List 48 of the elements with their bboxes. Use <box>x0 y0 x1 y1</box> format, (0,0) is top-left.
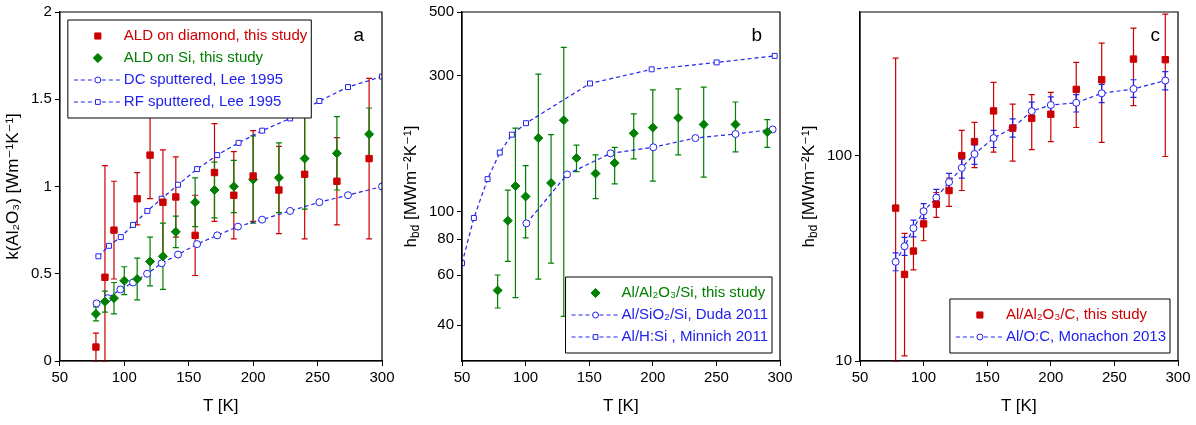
x-tick-label: 200 <box>640 368 666 386</box>
x-tick-label: 250 <box>1101 368 1127 386</box>
annotation: a <box>353 24 365 46</box>
legend-label: ALD on Si, this study <box>123 48 264 66</box>
x-tick-label: 50 <box>453 368 471 386</box>
x-tick-label: 150 <box>176 368 202 386</box>
y-tick-label: 2 <box>43 2 52 20</box>
y-tick-label: 40 <box>437 315 455 333</box>
x-tick-label: 200 <box>240 368 266 386</box>
y-tick-label: 80 <box>437 229 455 247</box>
x-tick-label: 200 <box>1038 368 1064 386</box>
x-tick-label: 100 <box>111 368 137 386</box>
x-axis-title: T [K] <box>603 395 639 415</box>
x-tick-label: 300 <box>1165 368 1191 386</box>
y-tick-label: 0.5 <box>30 263 52 281</box>
x-tick-label: 250 <box>305 368 331 386</box>
x-tick-label: 100 <box>911 368 937 386</box>
legend-label: Al/SiO₂/Si, Duda 2011 <box>621 305 769 323</box>
x-tick-label: 250 <box>703 368 729 386</box>
y-tick-label: 60 <box>437 265 455 283</box>
y-tick-label: 1.5 <box>30 89 52 107</box>
x-axis-title: T [K] <box>202 395 239 415</box>
legend-label: Al/Al₂O₃/Si, this study <box>621 283 766 301</box>
x-tick-label: 100 <box>513 368 539 386</box>
x-tick-label: 300 <box>767 368 793 386</box>
legend-label: Al/Al₂O₃/C, this study <box>1005 305 1148 323</box>
y-axis-title: hbd [MWm⁻²K⁻¹] <box>400 125 423 248</box>
legend-label: DC sputtered, Lee 1995 <box>123 70 284 88</box>
legend-label: RF sputtered, Lee 1995 <box>123 92 282 110</box>
y-tick-label: 500 <box>429 2 455 20</box>
x-tick-label: 300 <box>369 368 395 386</box>
x-axis-title: T [K] <box>1001 395 1037 415</box>
annotation: c <box>1150 24 1160 46</box>
x-tick-label: 50 <box>51 368 69 386</box>
y-axis-title: hbd [MWm⁻²K⁻¹] <box>798 125 821 248</box>
x-tick-label: 50 <box>851 368 869 386</box>
y-tick-label: 1 <box>43 176 52 194</box>
x-tick-label: 150 <box>576 368 602 386</box>
y-tick-label: 0 <box>43 351 52 369</box>
annotation: b <box>751 24 763 46</box>
x-tick-label: 150 <box>974 368 1000 386</box>
y-tick-label: 100 <box>429 201 455 219</box>
legend-label: Al/O:C, Monachon 2013 <box>1005 327 1166 345</box>
legend-label: Al/H:Si , Minnich 2011 <box>621 327 769 345</box>
y-axis-title: k(Al₂O₃) [Wm⁻¹K⁻¹] <box>2 113 22 260</box>
y-tick-label: 10 <box>835 351 853 369</box>
legend-label: ALD on diamond, this study <box>123 26 308 44</box>
y-tick-label: 300 <box>429 65 455 83</box>
